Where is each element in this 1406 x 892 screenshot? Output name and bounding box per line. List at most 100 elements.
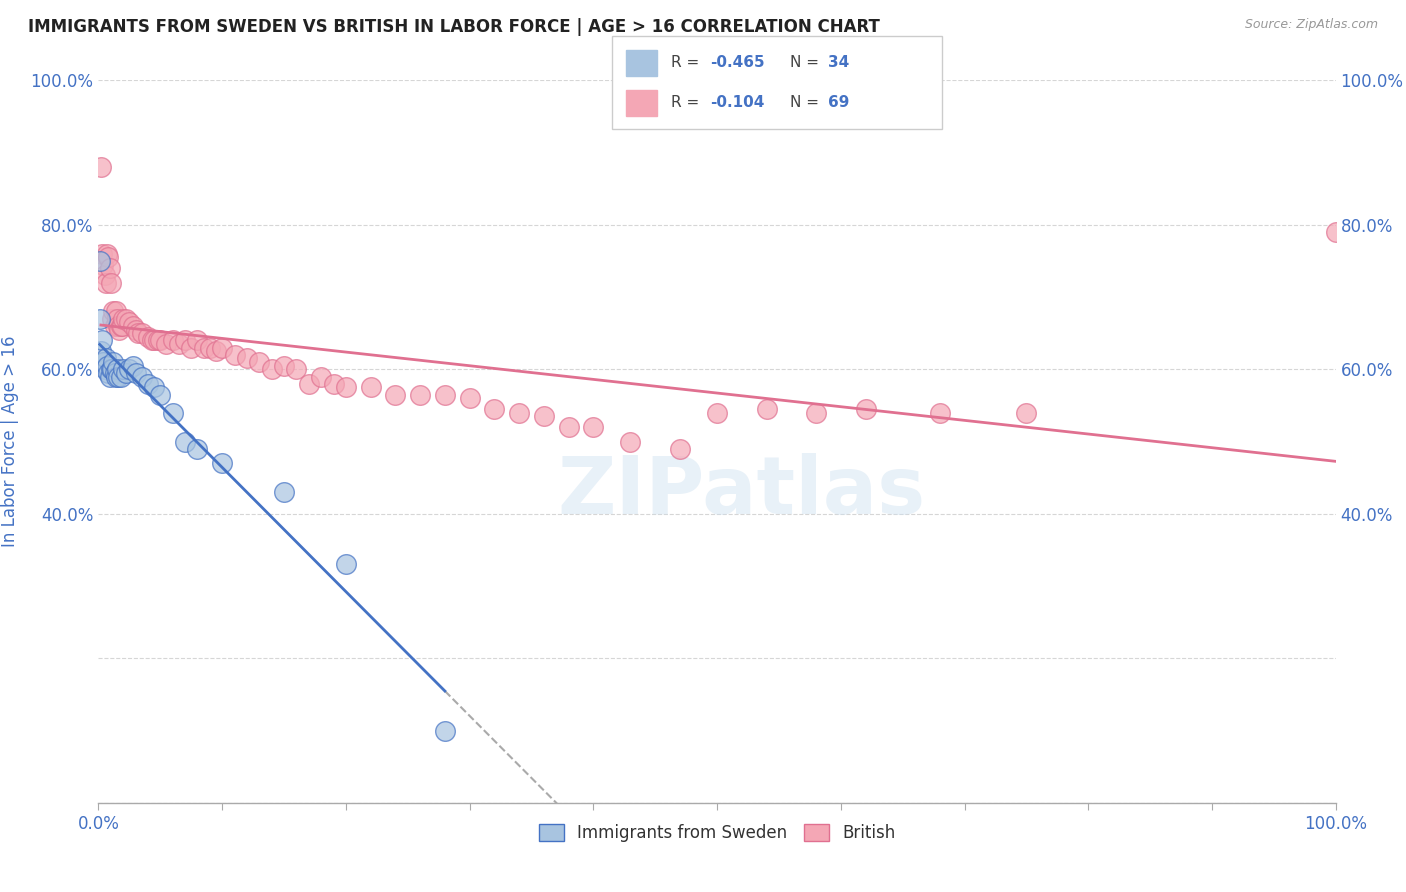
Point (755, 402, 778, 417)
Point (110, 318, 132, 333)
Point (122, 318, 145, 333)
Point (100, 276, 122, 290)
Point (1324, 225, 1347, 239)
Point (180, 341, 202, 355)
Point (533, 409, 555, 424)
Point (96, 359, 118, 373)
Point (97, 250, 120, 264)
Point (855, 402, 877, 417)
Point (112, 362, 135, 376)
Point (155, 337, 177, 351)
Point (131, 326, 153, 340)
Point (224, 348, 246, 362)
Point (582, 420, 605, 434)
Point (198, 341, 221, 355)
Legend: Immigrants from Sweden, British: Immigrants from Sweden, British (531, 817, 903, 848)
Point (136, 376, 159, 391)
Text: 69: 69 (828, 95, 849, 110)
Point (260, 362, 283, 376)
Point (146, 334, 169, 348)
Point (335, 380, 357, 394)
Point (93, 268, 115, 283)
Point (162, 334, 184, 348)
Point (104, 369, 127, 384)
Point (273, 359, 295, 373)
Point (928, 406, 950, 420)
Point (433, 387, 456, 401)
Text: 34: 34 (828, 55, 849, 70)
Point (409, 387, 432, 401)
Point (143, 334, 166, 348)
Point (186, 334, 208, 348)
Point (90, 160, 112, 174)
Point (433, 723, 456, 738)
Point (557, 420, 579, 434)
Point (247, 355, 270, 369)
Point (309, 369, 332, 384)
Point (141, 334, 163, 348)
Point (105, 311, 128, 326)
Text: N =: N = (790, 95, 824, 110)
Point (107, 318, 129, 333)
Point (93, 355, 115, 369)
Point (104, 304, 127, 318)
Point (103, 366, 125, 380)
Point (360, 380, 382, 394)
Point (211, 341, 233, 355)
Point (89, 253, 111, 268)
Point (105, 362, 128, 376)
Point (110, 369, 132, 384)
Point (96, 246, 118, 260)
Point (149, 334, 172, 348)
Text: -0.465: -0.465 (710, 55, 765, 70)
Point (111, 318, 134, 333)
Point (112, 311, 135, 326)
Point (167, 337, 190, 351)
Text: Source: ZipAtlas.com: Source: ZipAtlas.com (1244, 18, 1378, 31)
Text: ZIPatlas: ZIPatlas (558, 453, 927, 531)
Point (124, 366, 146, 380)
Point (149, 387, 172, 401)
Point (94, 351, 117, 366)
Point (174, 434, 197, 449)
Point (118, 362, 141, 376)
Point (205, 344, 228, 359)
Point (186, 442, 208, 456)
Text: IMMIGRANTS FROM SWEDEN VS BRITISH IN LABOR FORCE | AGE > 16 CORRELATION CHART: IMMIGRANTS FROM SWEDEN VS BRITISH IN LAB… (28, 18, 880, 36)
Point (122, 359, 145, 373)
Point (322, 376, 344, 391)
Point (236, 351, 259, 366)
Point (273, 485, 295, 500)
Point (107, 369, 129, 384)
Point (114, 311, 136, 326)
Point (90, 344, 112, 359)
Point (298, 376, 321, 391)
Point (458, 391, 481, 405)
Point (124, 322, 146, 336)
Point (143, 380, 166, 394)
Point (619, 434, 641, 449)
Point (484, 402, 506, 417)
Point (1015, 406, 1038, 420)
Point (211, 456, 233, 470)
Point (93, 258, 115, 272)
Point (108, 322, 131, 336)
Point (384, 387, 406, 401)
Point (101, 311, 124, 326)
Point (118, 315, 141, 329)
Point (335, 558, 357, 572)
Point (669, 442, 692, 456)
Point (285, 362, 308, 376)
Text: R =: R = (671, 55, 704, 70)
Point (101, 362, 124, 376)
Point (162, 406, 184, 420)
Point (89, 311, 111, 326)
Point (103, 355, 125, 369)
Text: R =: R = (671, 95, 704, 110)
Y-axis label: In Labor Force | Age > 16: In Labor Force | Age > 16 (1, 335, 20, 548)
Point (193, 341, 215, 355)
Point (131, 369, 153, 384)
Point (103, 318, 125, 333)
Text: N =: N = (790, 55, 824, 70)
Point (804, 406, 827, 420)
